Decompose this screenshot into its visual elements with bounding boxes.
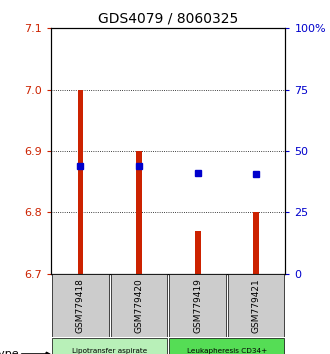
Bar — [136, 151, 142, 274]
Text: GSM779420: GSM779420 — [135, 278, 144, 333]
Title: GDS4079 / 8060325: GDS4079 / 8060325 — [98, 12, 238, 26]
Bar — [78, 90, 83, 274]
Bar — [52, 338, 167, 354]
Bar — [111, 274, 167, 337]
Text: GSM779421: GSM779421 — [252, 278, 261, 333]
Bar — [195, 231, 201, 274]
Text: Leukapheresis CD34+
cells: Leukapheresis CD34+ cells — [187, 348, 267, 354]
Text: cell type: cell type — [0, 349, 18, 354]
Bar — [170, 274, 226, 337]
Text: GSM779418: GSM779418 — [76, 278, 85, 333]
Bar — [253, 212, 259, 274]
Bar — [228, 274, 284, 337]
Bar — [170, 338, 284, 354]
Text: GSM779419: GSM779419 — [193, 278, 202, 333]
Text: Lipotransfer aspirate
CD34+ cells: Lipotransfer aspirate CD34+ cells — [72, 348, 148, 354]
Bar — [52, 274, 109, 337]
